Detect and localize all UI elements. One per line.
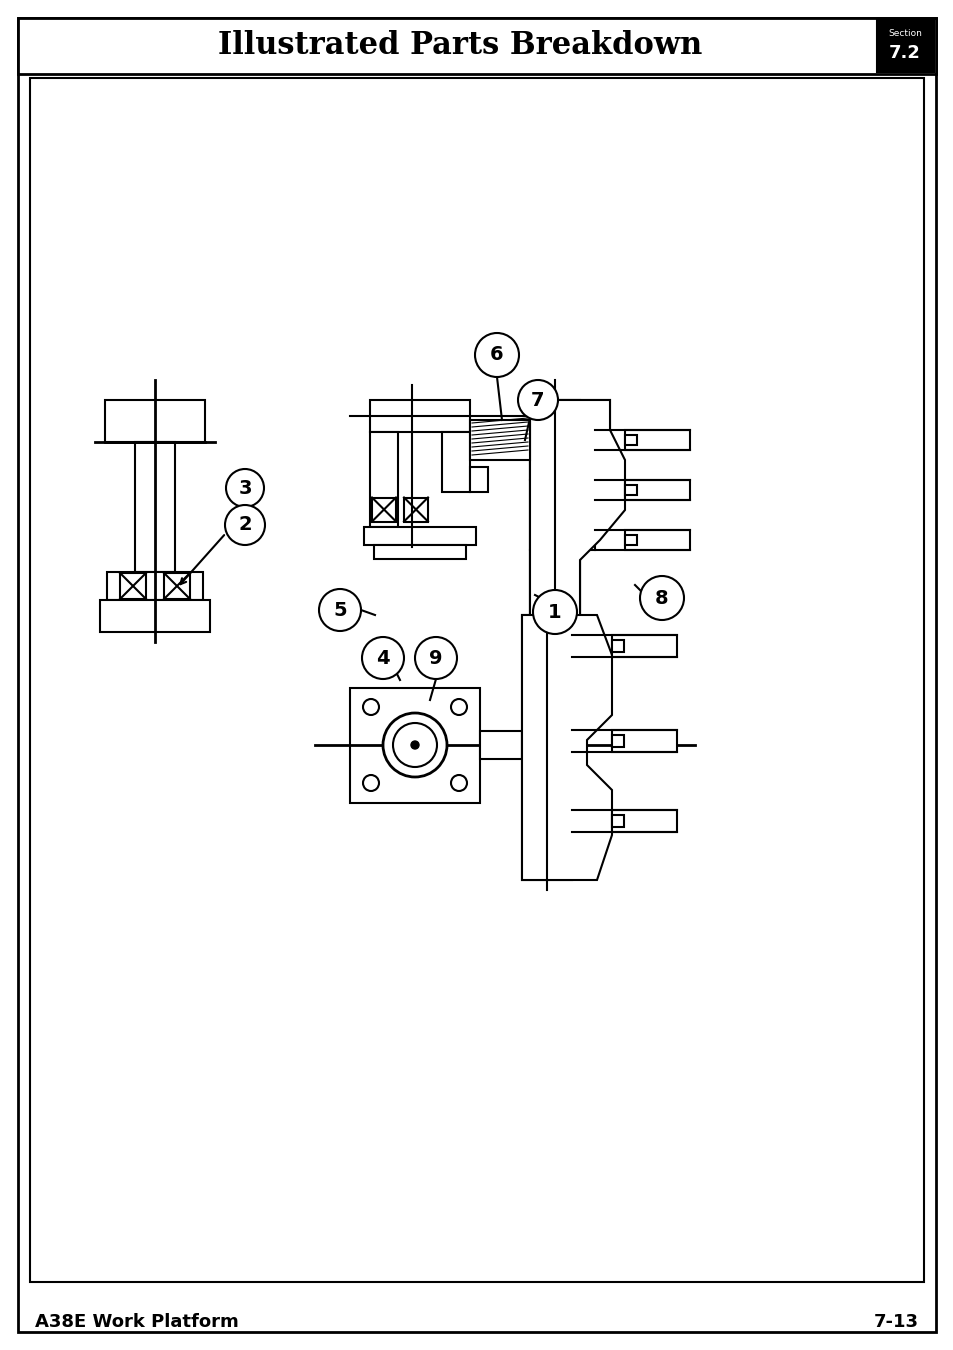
Circle shape	[533, 590, 577, 634]
Circle shape	[363, 775, 378, 791]
Text: 7: 7	[531, 390, 544, 409]
Bar	[120, 572, 146, 599]
Bar	[612, 815, 623, 828]
Bar	[612, 730, 677, 752]
Text: 1: 1	[548, 602, 561, 621]
Bar	[624, 535, 637, 545]
Text: 3: 3	[238, 478, 252, 498]
Bar	[164, 572, 190, 599]
Bar	[370, 432, 397, 526]
Bar	[364, 526, 476, 545]
Bar	[403, 498, 428, 521]
Circle shape	[415, 637, 456, 679]
Bar	[876, 20, 933, 72]
Bar	[350, 687, 479, 802]
Text: A38E Work Platform: A38E Work Platform	[35, 1314, 238, 1331]
Text: 7.2: 7.2	[888, 45, 920, 62]
Text: 5: 5	[333, 601, 347, 620]
Bar	[624, 431, 689, 450]
Bar	[18, 18, 935, 74]
Bar	[530, 400, 609, 481]
Circle shape	[393, 724, 436, 767]
Circle shape	[226, 468, 264, 508]
Bar	[441, 432, 470, 491]
Circle shape	[639, 576, 683, 620]
Bar	[612, 640, 623, 652]
Bar	[107, 572, 203, 599]
Bar	[479, 730, 521, 759]
Bar	[624, 531, 689, 549]
Bar	[470, 420, 530, 460]
Bar	[135, 441, 174, 572]
Bar	[470, 467, 488, 491]
Circle shape	[411, 741, 418, 749]
Text: 2: 2	[238, 516, 252, 535]
Bar	[624, 485, 637, 495]
Bar	[624, 481, 689, 500]
Circle shape	[451, 699, 467, 716]
Bar	[530, 400, 579, 620]
Bar	[521, 616, 572, 880]
Text: 4: 4	[375, 648, 390, 667]
Circle shape	[517, 379, 558, 420]
Bar	[372, 498, 395, 521]
Circle shape	[318, 589, 360, 630]
Circle shape	[363, 699, 378, 716]
Bar	[100, 599, 210, 632]
Circle shape	[382, 713, 447, 778]
Text: 7-13: 7-13	[873, 1314, 918, 1331]
Bar	[612, 734, 623, 747]
Circle shape	[451, 775, 467, 791]
Circle shape	[475, 333, 518, 377]
Text: Illustrated Parts Breakdown: Illustrated Parts Breakdown	[217, 31, 701, 62]
Circle shape	[361, 637, 403, 679]
Bar	[530, 481, 595, 549]
Bar	[370, 400, 470, 432]
Bar	[624, 435, 637, 446]
PathPatch shape	[530, 400, 624, 620]
Bar	[612, 810, 677, 832]
Bar	[374, 545, 465, 559]
Text: 6: 6	[490, 346, 503, 365]
Bar	[30, 78, 923, 1282]
Text: 8: 8	[655, 589, 668, 608]
Bar	[530, 549, 579, 620]
Text: Section: Section	[887, 28, 921, 38]
Bar	[105, 400, 205, 441]
PathPatch shape	[521, 616, 612, 880]
Circle shape	[225, 505, 265, 545]
Bar	[612, 634, 677, 657]
Text: 9: 9	[429, 648, 442, 667]
